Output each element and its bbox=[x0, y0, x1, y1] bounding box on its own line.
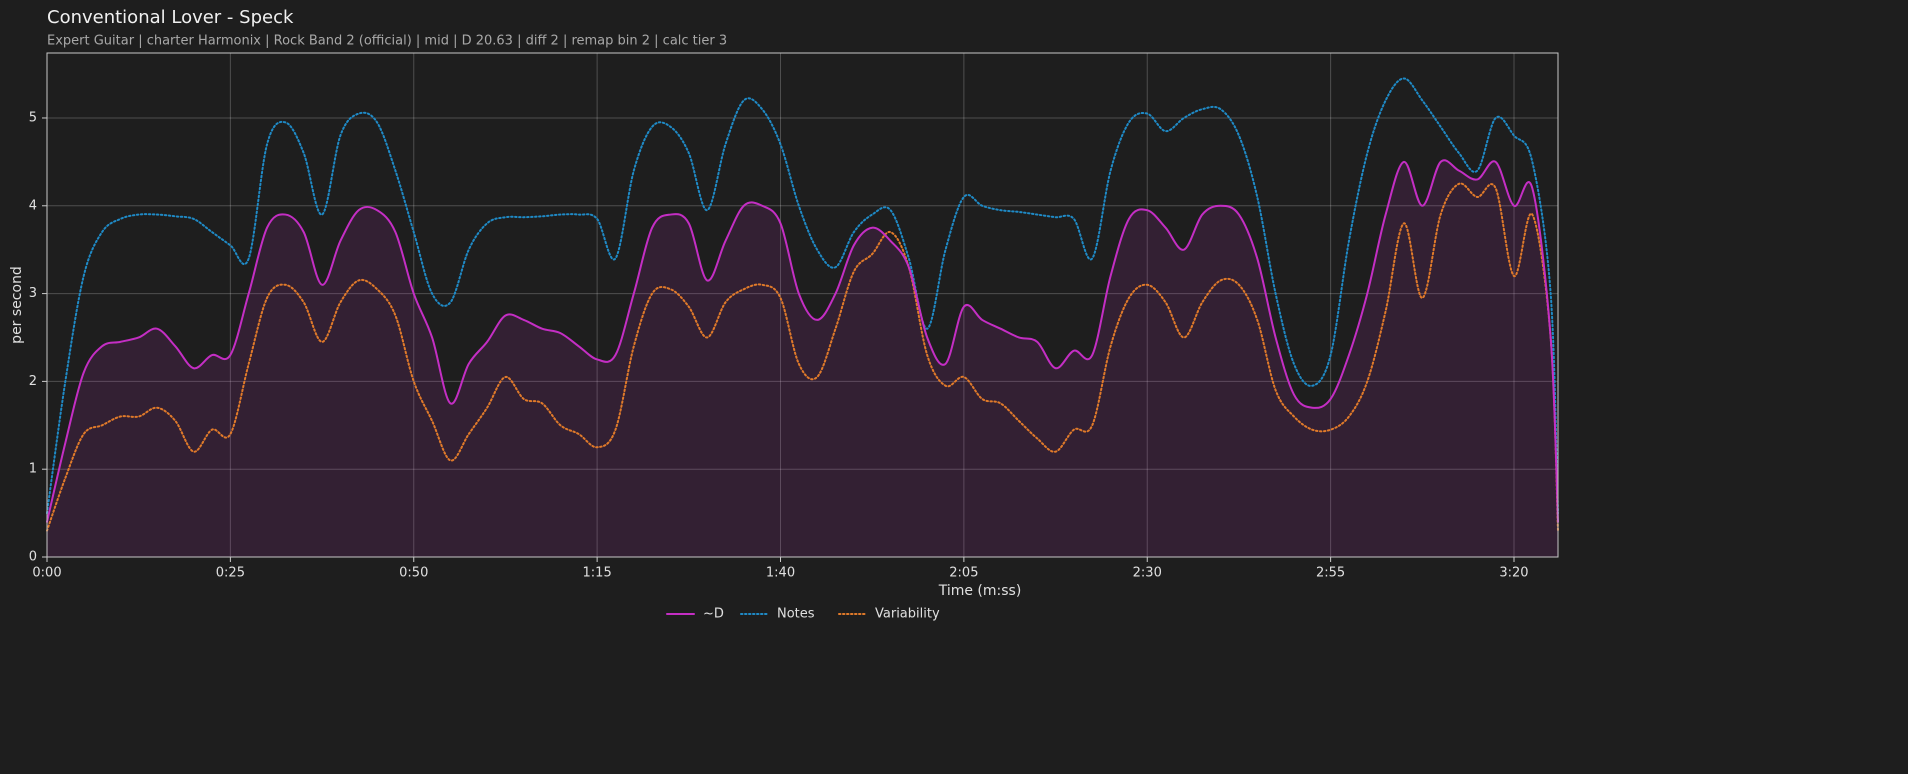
x-tick-label: 2:30 bbox=[1133, 566, 1162, 581]
x-axis-label: Time (m:ss) bbox=[938, 583, 1022, 599]
y-tick-label: 1 bbox=[29, 462, 37, 477]
x-tick-label: 1:40 bbox=[766, 566, 795, 581]
x-tick-label: 3:20 bbox=[1499, 566, 1528, 581]
plot-frame bbox=[46, 52, 1559, 558]
y-tick-label: 3 bbox=[29, 286, 37, 301]
legend-label: Notes bbox=[777, 607, 815, 622]
legend-label: ~D bbox=[703, 607, 724, 622]
y-tick-label: 5 bbox=[29, 110, 37, 125]
y-axis-label: per second bbox=[9, 266, 25, 344]
chart-subtitle: Expert Guitar | charter Harmonix | Rock … bbox=[47, 34, 727, 49]
y-tick-label: 2 bbox=[29, 374, 37, 389]
legend-label: Variability bbox=[875, 607, 940, 622]
chart-title: Conventional Lover - Speck bbox=[47, 7, 294, 28]
x-tick-label: 2:05 bbox=[949, 566, 978, 581]
series-line bbox=[46, 77, 1559, 515]
series-line bbox=[46, 159, 1559, 523]
x-tick-label: 0:50 bbox=[399, 566, 428, 581]
series-line bbox=[46, 182, 1559, 532]
x-tick-label: 0:00 bbox=[32, 566, 61, 581]
x-tick-label: 2:55 bbox=[1316, 566, 1345, 581]
y-tick-label: 4 bbox=[29, 198, 37, 213]
area bbox=[47, 160, 1558, 558]
y-tick-label: 0 bbox=[29, 550, 37, 565]
x-tick-label: 0:25 bbox=[216, 566, 245, 581]
x-tick-label: 1:15 bbox=[583, 566, 612, 581]
